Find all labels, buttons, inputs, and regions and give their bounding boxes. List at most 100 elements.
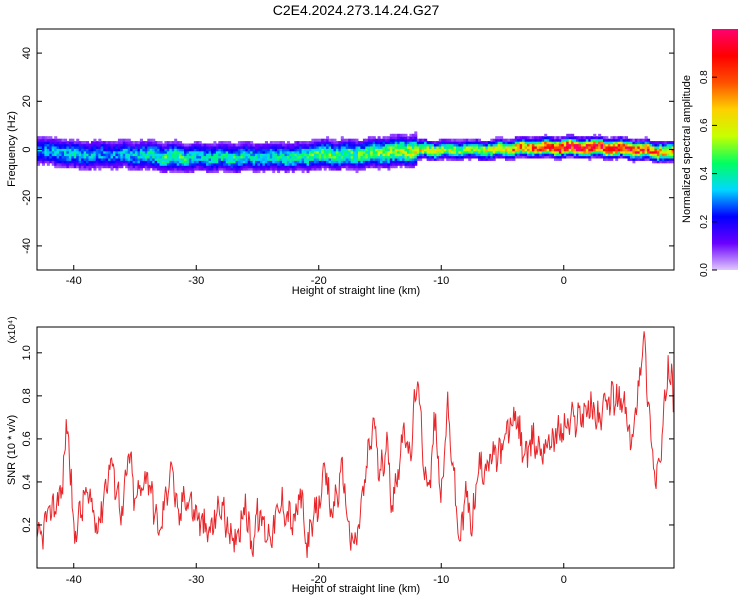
heatmap-cell [240,150,244,154]
heatmap-cell [382,141,386,145]
heatmap-cell [286,145,290,149]
heatmap-cell [438,141,442,145]
heatmap-cell [44,157,48,161]
heatmap-cell [387,167,391,171]
heatmap-cell [208,150,212,154]
heatmap-cell [242,148,246,152]
heatmap-cell [338,167,342,171]
heatmap-cell [304,143,308,147]
heatmap-cell [93,167,97,171]
heatmap-cell [647,153,651,157]
heatmap-cell [353,148,357,152]
heatmap-cell [44,153,48,157]
heatmap-cell [247,165,251,169]
heatmap-cell [404,141,408,145]
heatmap-cell [203,160,207,164]
heatmap-cell [326,153,330,157]
heatmap-cell [622,145,626,149]
heatmap-cell [66,157,70,161]
heatmap-cell [367,160,371,164]
heatmap-cell [37,157,41,161]
heatmap-cell [473,138,477,142]
heatmap-cell [502,150,506,154]
heatmap-cell [157,148,161,152]
heatmap-cell [37,153,41,157]
heatmap-cell [456,148,459,152]
heatmap-cell [473,143,477,147]
heatmap-cell [620,153,624,157]
heatmap-cell [411,138,415,142]
heatmap-cell [404,155,408,159]
heatmap-cell [551,136,555,140]
heatmap-cell [159,155,163,159]
heatmap-cell [215,165,219,169]
heatmap-cell [83,167,87,171]
heatmap-cell [149,143,153,147]
heatmap-cell [615,150,619,154]
heatmap-cell [362,160,366,164]
heatmap-cell [568,153,572,157]
heatmap-cell [353,145,357,149]
heatmap-cell [291,160,295,164]
heatmap-cell [318,150,322,154]
heatmap-cell [475,155,479,159]
heatmap-cell [132,143,136,147]
heatmap-cell [154,165,158,169]
heatmap-cell [404,148,408,152]
heatmap-cell [605,141,609,145]
heatmap-cell [558,157,562,161]
heatmap-cell [446,155,450,159]
heatmap-cell [524,136,528,140]
heatmap-cell [348,145,352,149]
heatmap-cell [220,162,224,166]
heatmap-cell [228,148,232,152]
heatmap-cell [389,141,393,145]
heatmap-cell [551,143,555,147]
heatmap-cell [242,145,246,149]
heatmap-cell [600,138,604,142]
heatmap-cell [264,150,268,154]
heatmap-cell [264,153,268,157]
heatmap-cell [546,153,550,157]
heatmap-cell [578,136,582,140]
heatmap-cell [54,153,58,157]
heatmap-cell [392,138,396,142]
heatmap-cell [639,153,643,157]
heatmap-cell [448,155,452,159]
heatmap-cell [171,145,175,149]
heatmap-cell [93,141,97,145]
heatmap-cell [539,150,543,154]
heatmap-cell [166,160,170,164]
heatmap-cell [639,143,643,147]
heatmap-cell [524,153,528,157]
heatmap-cell [355,150,359,154]
heatmap-cell [286,150,290,154]
heatmap-cell [419,153,423,157]
heatmap-cell [634,148,638,152]
heatmap-cell [350,160,354,164]
heatmap-cell [61,153,65,157]
heatmap-cell [154,145,158,149]
heatmap-cell [196,148,200,152]
heatmap-cell [245,155,249,159]
heatmap-cell [331,165,334,169]
heatmap-cell [228,153,232,157]
heatmap-cell [402,150,406,154]
heatmap-cell [88,155,92,159]
heatmap-cell [605,145,609,149]
heatmap-cell [605,148,609,152]
heatmap-cell [130,155,134,159]
heatmap-cell [188,150,192,154]
heatmap-cell [277,157,281,161]
heatmap-cell [588,148,592,152]
heatmap-cell [487,148,491,152]
heatmap-cell [78,155,82,159]
heatmap-cell [666,143,670,147]
heatmap-cell [211,157,214,161]
heatmap-cell [458,148,462,152]
heatmap-cell [68,150,72,154]
heatmap-cell [600,143,604,147]
heatmap-cell [509,150,513,154]
heatmap-cell [387,157,391,161]
